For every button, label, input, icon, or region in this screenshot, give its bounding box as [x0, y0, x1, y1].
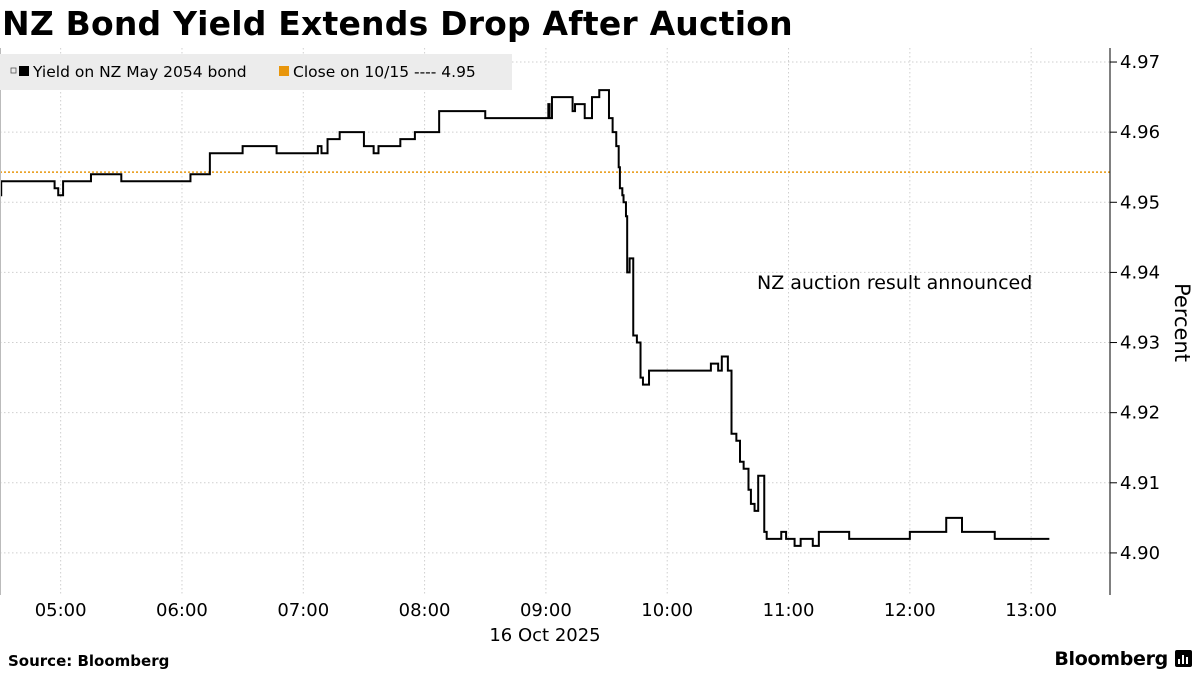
x-tick-label: 08:00 — [399, 600, 451, 621]
y-tick-label: 4.96 — [1120, 122, 1160, 143]
axes: 4.90 4.91 4.92 4.93 4.94 4.95 4.96 4.97 05:00 06:… — [0, 48, 1160, 621]
y-tick-label: 4.91 — [1120, 473, 1160, 494]
y-tick-label: 4.90 — [1120, 543, 1160, 564]
x-tick-label: 11:00 — [763, 600, 815, 621]
x-axis-date-label: 16 Oct 2025 — [489, 625, 600, 646]
legend: Yield on NZ May 2054 bond Close on 10/15 … — [0, 54, 512, 90]
x-tick-label: 05:00 — [35, 600, 87, 621]
x-tick-label: 13:00 — [1005, 600, 1057, 621]
series-group — [0, 89, 1050, 547]
x-tick-label: 12:00 — [884, 600, 936, 621]
y-tick-label: 4.93 — [1120, 333, 1160, 354]
y-tick-label: 4.92 — [1120, 403, 1160, 424]
legend-background — [0, 54, 512, 90]
x-tick-label: 07:00 — [277, 600, 329, 621]
grid — [0, 48, 1110, 595]
legend-swatch — [279, 66, 289, 76]
bloomberg-terminal-icon — [1175, 650, 1192, 667]
legend-swatch — [19, 66, 29, 76]
y-tick-label: 4.95 — [1120, 192, 1160, 213]
x-tick-label: 06:00 — [156, 600, 208, 621]
y-tick-label: 4.97 — [1120, 52, 1160, 73]
annotation-auction: NZ auction result announced — [757, 272, 1032, 294]
x-tick-label: 10:00 — [641, 600, 693, 621]
y-tick-label: 4.94 — [1120, 262, 1160, 283]
series-line-yield — [0, 89, 1050, 547]
legend-toggle-icon — [10, 67, 17, 74]
x-tick-label: 09:00 — [520, 600, 572, 621]
legend-label: Close on 10/15 ---- 4.95 — [293, 63, 476, 81]
y-axis-label: Percent — [1170, 283, 1194, 362]
chart-title: NZ Bond Yield Extends Drop After Auction — [2, 4, 793, 43]
legend-label: Yield on NZ May 2054 bond — [32, 63, 247, 81]
brand-logo-text: Bloomberg — [1054, 648, 1168, 670]
source-note: Source: Bloomberg — [8, 652, 170, 670]
